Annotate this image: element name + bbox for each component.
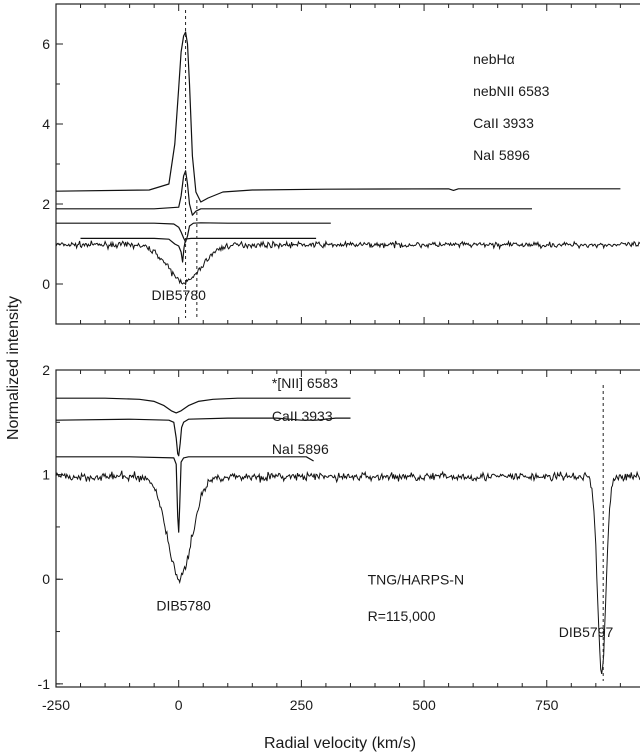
- top-ytick-label: 2: [42, 196, 50, 212]
- bottom-legend-label: CaII 3933: [272, 408, 333, 424]
- top-panel: 0 2 4 6 nebHα nebNII 6583 CaII 3933 NaI 5896 DIB…: [42, 3, 640, 325]
- bottom-ytick-label: -1: [38, 676, 51, 692]
- bottom-spectrum: [55, 470, 640, 675]
- bottom-legend-label: *[NII] 6583: [272, 375, 338, 391]
- bottom-annotation: DIB5797: [559, 624, 614, 640]
- x-tick-label: 250: [290, 697, 314, 713]
- x-tick-label: 500: [412, 697, 436, 713]
- bottom-ytick-label: 2: [42, 362, 50, 378]
- top-legend-label: nebNII 6583: [473, 83, 549, 99]
- top-annotation: DIB5780: [151, 287, 206, 303]
- top-series-1: [56, 170, 532, 216]
- x-axis-label: Radial velocity (km/s): [264, 735, 416, 752]
- top-ytick-label: 4: [42, 116, 50, 132]
- bottom-annotation: R=115,000: [368, 608, 436, 624]
- top-spectrum: [55, 239, 640, 286]
- top-legend-label: nebHα: [473, 51, 515, 67]
- bottom-frame: [55, 369, 640, 688]
- bottom-annotation: TNG/HARPS-N: [368, 571, 464, 587]
- x-tick-label: 0: [175, 697, 183, 713]
- bottom-series-2: [56, 456, 314, 533]
- bottom-series-0: [56, 397, 351, 414]
- x-tick-label: -250: [42, 697, 70, 713]
- top-series-3: [80, 237, 317, 263]
- top-legend-label: CaII 3933: [473, 115, 534, 131]
- top-series-0: [55, 31, 621, 203]
- top-series-2: [56, 222, 331, 243]
- bottom-panel: -1 0 1 2 *[NII] 6583 CaII 3933 NaI 5896 DIB5780…: [38, 362, 640, 692]
- x-tick-label: 750: [535, 697, 559, 713]
- bottom-legend-label: NaI 5896: [272, 441, 329, 457]
- top-ytick-label: 0: [42, 276, 50, 292]
- bottom-ytick-label: 0: [42, 571, 50, 587]
- bottom-annotation: DIB5780: [156, 598, 211, 614]
- top-ytick-label: 6: [42, 36, 50, 52]
- top-legend-label: NaI 5896: [473, 147, 530, 163]
- bottom-series-1: [55, 417, 351, 457]
- top-frame: [55, 3, 640, 325]
- x-axis: -250 0 250 500 750: [42, 697, 559, 713]
- bottom-ytick-label: 1: [42, 467, 50, 483]
- y-axis-label: Normalized intensity: [5, 296, 22, 440]
